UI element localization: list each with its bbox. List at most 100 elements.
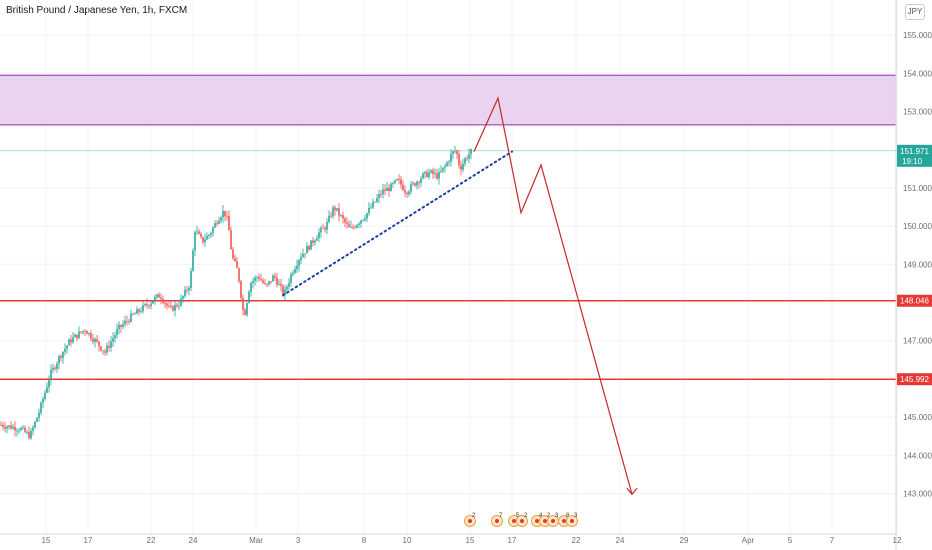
candle-body <box>384 189 386 191</box>
support-levels-layer <box>0 150 896 380</box>
candle-body <box>134 313 136 315</box>
candle-body <box>36 417 38 422</box>
candle-body <box>8 425 10 427</box>
candle-body <box>106 345 108 353</box>
candle-body <box>314 240 316 243</box>
candle-body <box>128 321 130 322</box>
candle-body <box>26 432 28 433</box>
candle-body <box>170 305 172 307</box>
x-tick-label: 15 <box>466 536 475 545</box>
projection-arrowhead <box>626 487 638 496</box>
x-tick-label: 24 <box>189 536 198 545</box>
candle-body <box>172 306 174 311</box>
candle-body <box>346 222 348 224</box>
candle-body <box>80 331 82 333</box>
candle-body <box>452 151 454 154</box>
candle-body <box>420 178 422 183</box>
candle-body <box>328 215 330 222</box>
candle-body <box>396 179 398 181</box>
candle-body <box>110 341 112 348</box>
candle-body <box>390 183 392 192</box>
candle-body <box>50 369 52 381</box>
x-tick-label: 29 <box>680 536 689 545</box>
candle-body <box>362 219 364 221</box>
candle-body <box>402 184 404 191</box>
candle-body <box>370 207 372 209</box>
candle-body <box>84 330 86 332</box>
candle-body <box>334 207 336 211</box>
candle-body <box>30 430 32 439</box>
candle-body <box>176 304 178 307</box>
x-tick-label: Apr <box>742 536 755 545</box>
candle-body <box>422 173 424 179</box>
x-tick-label: 17 <box>508 536 517 545</box>
candle-body <box>14 426 16 431</box>
candle-body <box>332 207 334 217</box>
candle-body <box>426 171 428 178</box>
candle-body <box>58 356 60 364</box>
candle-body <box>326 221 328 230</box>
event-count: 3 <box>574 513 578 519</box>
candle-body <box>144 304 146 306</box>
y-tick-label: 143.000 <box>903 490 932 499</box>
candle-body <box>90 332 92 339</box>
candle-body <box>44 392 46 400</box>
candle-body <box>142 305 144 312</box>
event-flag-dot <box>535 519 539 523</box>
candle-body <box>350 226 352 228</box>
x-tick-label: 8 <box>362 536 367 545</box>
candle-body <box>248 291 250 304</box>
candle-body <box>42 399 44 403</box>
event-count: 2 <box>524 513 528 519</box>
candle-body <box>150 303 152 307</box>
candle-body <box>294 269 296 273</box>
trendline[interactable] <box>282 150 513 297</box>
candle-body <box>388 187 390 192</box>
candle-body <box>188 287 190 291</box>
candle-body <box>336 208 338 211</box>
candle-body <box>220 217 222 221</box>
candle-body <box>198 231 200 234</box>
resistance-zone[interactable] <box>0 75 896 125</box>
current-price-label: 151.971 <box>900 147 929 156</box>
candle-body <box>18 430 20 432</box>
candle-body <box>298 260 300 266</box>
projection-path[interactable] <box>473 96 633 495</box>
candle-body <box>182 296 184 299</box>
x-tick-label: 5 <box>788 536 793 545</box>
event-count: 2 <box>547 513 551 519</box>
candle-body <box>410 184 412 192</box>
candle-body <box>258 276 260 279</box>
candle-body <box>40 402 42 413</box>
candle-body <box>278 283 280 285</box>
candle-body <box>140 311 142 313</box>
candle-body <box>338 208 340 216</box>
candle-body <box>112 338 114 342</box>
candle-body <box>288 282 290 287</box>
candle-body <box>212 227 214 234</box>
candle-body <box>342 215 344 219</box>
candle-body <box>464 158 466 164</box>
candle-body <box>64 348 66 352</box>
candle-body <box>324 227 326 230</box>
candle-body <box>12 426 14 429</box>
candle-body <box>46 387 48 393</box>
currency-badge[interactable]: JPY <box>905 4 925 20</box>
y-tick-label: 153.000 <box>903 108 932 117</box>
x-tick-label: 7 <box>830 536 835 545</box>
candle-body <box>38 412 40 418</box>
candle-body <box>108 345 110 348</box>
candle-body <box>368 208 370 214</box>
candle-body <box>244 309 246 315</box>
candle-body <box>304 253 306 255</box>
candle-body <box>168 305 170 307</box>
candle-body <box>318 232 320 238</box>
candle-body <box>290 274 292 283</box>
candle-body <box>66 345 68 349</box>
y-tick-label: 154.000 <box>903 69 932 78</box>
candle-body <box>308 246 310 250</box>
trendline-layer <box>282 150 513 297</box>
candle-body <box>444 165 446 168</box>
candle-body <box>234 258 236 262</box>
